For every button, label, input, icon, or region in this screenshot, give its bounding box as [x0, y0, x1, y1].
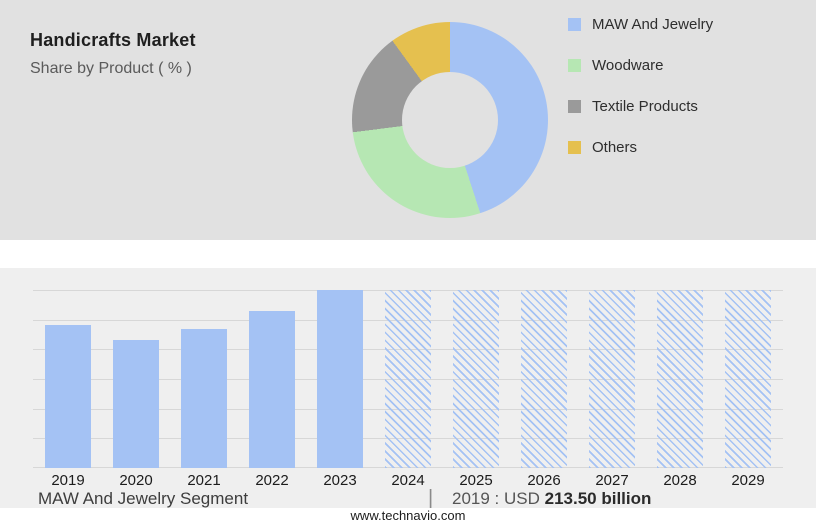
bar-2021 [181, 329, 227, 468]
x-label-2019: 2019 [51, 472, 85, 489]
legend-label: Woodware [592, 57, 664, 74]
bar-2025 [453, 290, 499, 468]
bar-2022 [249, 310, 295, 468]
bar-2028 [657, 290, 703, 468]
legend-item-textile-products: Textile Products [568, 98, 713, 115]
legend-item-woodware: Woodware [568, 57, 713, 74]
page-subtitle: Share by Product ( % ) [30, 60, 192, 77]
caption-row: MAW And Jewelry Segment | 2019 : USD 213… [0, 487, 816, 511]
bar-2024 [385, 290, 431, 468]
bar-chart-panel: 2019 2020 2021 2022 2023 2024 2025 2026 2027 2028… [0, 268, 816, 511]
page-title: Handicrafts Market [30, 30, 196, 50]
legend-swatch [568, 59, 581, 72]
x-label-2021: 2021 [187, 472, 221, 489]
x-axis-labels: 2019 2020 2021 2022 2023 2024 2025 2026 2027 2028… [33, 472, 783, 494]
summary-panel: Handicrafts Market Share by Product ( % … [0, 0, 816, 240]
bar-chart [33, 290, 783, 468]
title-block: Handicrafts Market Share by Product ( % … [30, 30, 196, 78]
x-label-2028: 2028 [663, 472, 697, 489]
bar-2027 [589, 290, 635, 468]
legend: MAW And Jewelry Woodware Textile Products O… [568, 16, 713, 156]
legend-label: MAW And Jewelry [592, 16, 714, 33]
footer: www.technavio.com [0, 506, 816, 526]
segment-value: 2019 : USD 213.50 billion [452, 489, 651, 509]
legend-swatch [568, 100, 581, 113]
bar-2019 [45, 325, 91, 468]
legend-label: Textile Products [592, 98, 698, 115]
value-amount: 213.50 billion [544, 489, 652, 508]
website-text: www.technavio.com [350, 508, 466, 523]
legend-swatch [568, 141, 581, 154]
x-label-2027: 2027 [595, 472, 629, 489]
x-label-2025: 2025 [459, 472, 493, 489]
x-label-2024: 2024 [391, 472, 425, 489]
donut-chart [352, 22, 548, 218]
x-label-2026: 2026 [527, 472, 561, 489]
x-label-2023: 2023 [323, 472, 357, 489]
bar-2020 [113, 339, 159, 468]
bar-2023 [317, 290, 363, 468]
legend-label: Others [592, 139, 638, 156]
x-label-2020: 2020 [119, 472, 153, 489]
legend-item-maw-and-jewelry: MAW And Jewelry [568, 16, 713, 33]
x-label-2029: 2029 [731, 472, 765, 489]
caption-divider: | [428, 487, 434, 509]
x-label-2022: 2022 [255, 472, 289, 489]
legend-swatch [568, 18, 581, 31]
bar-2029 [725, 290, 771, 468]
segment-caption: MAW And Jewelry Segment [38, 489, 249, 508]
value-prefix: 2019 : USD [452, 489, 540, 508]
bars [33, 290, 783, 468]
legend-item-others: Others [568, 139, 713, 156]
bar-2026 [521, 290, 567, 468]
